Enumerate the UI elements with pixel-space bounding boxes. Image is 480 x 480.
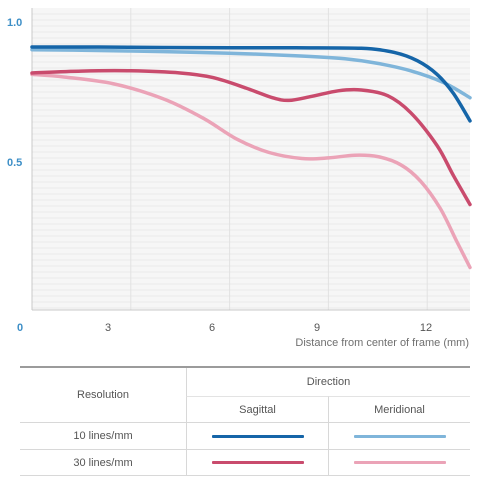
series-line-10-sagittal (30, 45, 472, 123)
legend-header-direction: Direction (186, 368, 470, 396)
x-tick-label-9: 9 (314, 322, 320, 334)
legend-row-30-sagittal (186, 449, 328, 476)
legend-row-10-meridional (328, 422, 470, 449)
legend-col-sagittal: Sagittal (186, 396, 328, 422)
y-tick-label-1.0: 1.0 (7, 17, 22, 29)
y-tick-label-0.5: 0.5 (7, 157, 22, 169)
legend-row-10-label: 10 lines/mm (20, 422, 186, 449)
x-tick-label-6: 6 (209, 322, 215, 334)
x-tick-label-3: 3 (105, 322, 111, 334)
grid-lines (32, 8, 470, 310)
series-layer (30, 45, 472, 270)
mtf-chart: 1.0 0.5 0 3 6 9 12 Distance from center … (7, 8, 472, 349)
swatch-30-meridional (353, 461, 446, 464)
swatch-10-meridional (353, 434, 446, 438)
x-axis-title: Distance from center of frame (mm) (295, 337, 469, 349)
swatch-30-sagittal (211, 461, 304, 464)
legend-table: Resolution Direction Sagittal Meridional… (20, 366, 470, 476)
legend-col-meridional: Meridional (328, 396, 470, 422)
y-tick-label-0: 0 (17, 322, 23, 334)
legend-row-30-label: 30 lines/mm (20, 449, 186, 476)
series-line-10-meridional (30, 47, 472, 100)
legend-row-30-meridional (328, 449, 470, 476)
series-line-30-meridional (30, 72, 472, 270)
x-tick-label-12: 12 (420, 322, 432, 334)
legend-header-resolution: Resolution (77, 389, 129, 401)
swatch-10-sagittal (211, 434, 304, 438)
series-line-30-sagittal (30, 68, 472, 207)
legend-row-10-sagittal (186, 422, 328, 449)
